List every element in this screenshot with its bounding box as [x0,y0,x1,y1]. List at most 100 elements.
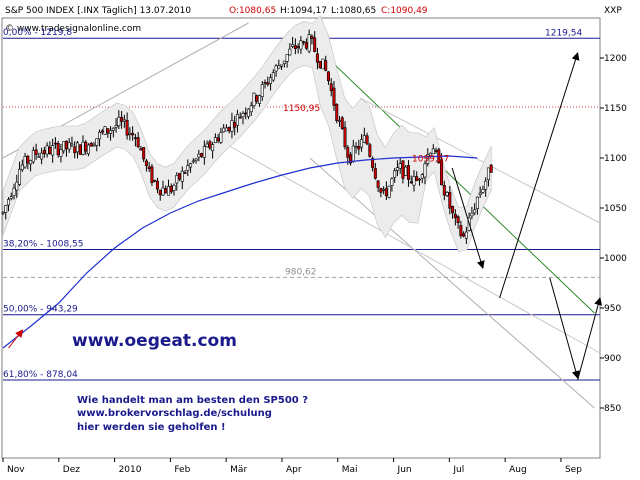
candle-body [489,164,493,173]
candle-body [329,83,333,92]
candle-body [161,187,165,196]
candle-body [56,143,60,156]
x-tick-label: Jun [397,465,412,475]
candles-layer [1,29,493,244]
fib-label-0: 0,00% - 1219,8 [3,28,72,38]
forecast-arrow-3 [577,297,603,381]
candle-body [233,122,237,128]
candle-body [109,130,113,134]
candle-body [448,192,452,209]
candle-body [379,188,383,193]
candle-body [258,95,262,104]
candle-body [244,112,248,115]
candle-body [271,72,275,81]
candle-body [150,166,154,184]
candle-body [434,150,438,152]
candle-body [335,103,339,121]
candle-body [205,143,209,148]
candle-body [277,65,281,69]
candle-body [189,163,193,168]
candle-body [178,173,182,180]
candle-body [486,167,490,181]
candle-body [349,154,353,164]
candle-body [390,178,394,186]
bollinger-band [2,15,492,253]
candle-body [371,158,375,168]
open-value: O:1080,65 [229,6,276,16]
candle-body [186,165,190,171]
candle-body [211,144,215,151]
callout-980: 980,62 [285,267,317,277]
bollinger-fill [2,15,492,253]
candle-body [26,155,30,164]
forecast-arrows-layer [8,52,603,381]
x-tick-label: Feb [174,465,190,475]
candle-body [208,141,212,149]
x-tick-label: Mär [230,465,247,475]
candle-body [318,61,322,68]
candle-body [440,159,444,186]
candle-body [117,116,121,127]
candle-body [42,150,46,154]
candle-body [360,139,364,148]
candle-body [78,144,82,155]
candle-body [285,54,289,62]
candle-body [53,142,57,145]
trend-middle [214,137,601,354]
candle-body [368,144,372,157]
candle-body [142,147,146,160]
candle-body [293,45,297,49]
candle-body [315,53,319,63]
candle-body [401,160,405,179]
candle-body [131,132,135,136]
candle-body [9,196,13,199]
candle-body [340,117,344,129]
candle-body [197,153,201,158]
y-tick-label: 1200 [604,54,627,64]
candle-body [404,166,408,176]
candle-body [291,44,295,47]
candle-body [153,180,157,182]
candle-body [321,58,325,70]
trend-resistance [309,40,595,314]
candle-body [484,180,488,190]
candle-body [89,143,93,147]
candle-body [255,95,259,102]
candle-body [103,126,107,135]
candle-body [67,142,71,150]
fib-label-61: 61,80% - 878,04 [3,370,78,380]
forecast-arrow-2 [549,277,580,379]
candle-body [453,213,457,219]
candle-body [106,128,110,134]
x-tick-label: Aug [509,465,527,475]
candle-body [222,127,226,133]
candle-body [40,152,44,160]
y-tick-label: 1100 [604,154,627,164]
forecast-arrow-1 [499,52,580,299]
candle-body [442,185,446,196]
candle-body [417,178,421,181]
candle-body [37,156,41,158]
line-layer [2,22,601,409]
candle-body [183,172,187,174]
candle-body [31,150,35,163]
candle-body [338,120,342,122]
candle-body [172,185,176,191]
candle-body [252,92,256,106]
candle-body [139,148,143,151]
candle-body [280,64,284,67]
candle-body [395,167,399,171]
candle-body [125,119,129,136]
candle-body [445,192,449,196]
fib-label-38: 38,20% - 1008,55 [3,239,84,249]
candle-body [302,41,306,43]
x-tick-label: Dez [63,465,80,475]
forecast-arrow-0 [451,167,485,269]
source-label: © www.tradesignalonline.com [5,24,141,34]
candle-body [274,65,278,72]
candle-body [4,205,8,213]
candle-body [227,126,231,132]
candle-body [357,145,361,150]
candle-body [238,116,242,119]
